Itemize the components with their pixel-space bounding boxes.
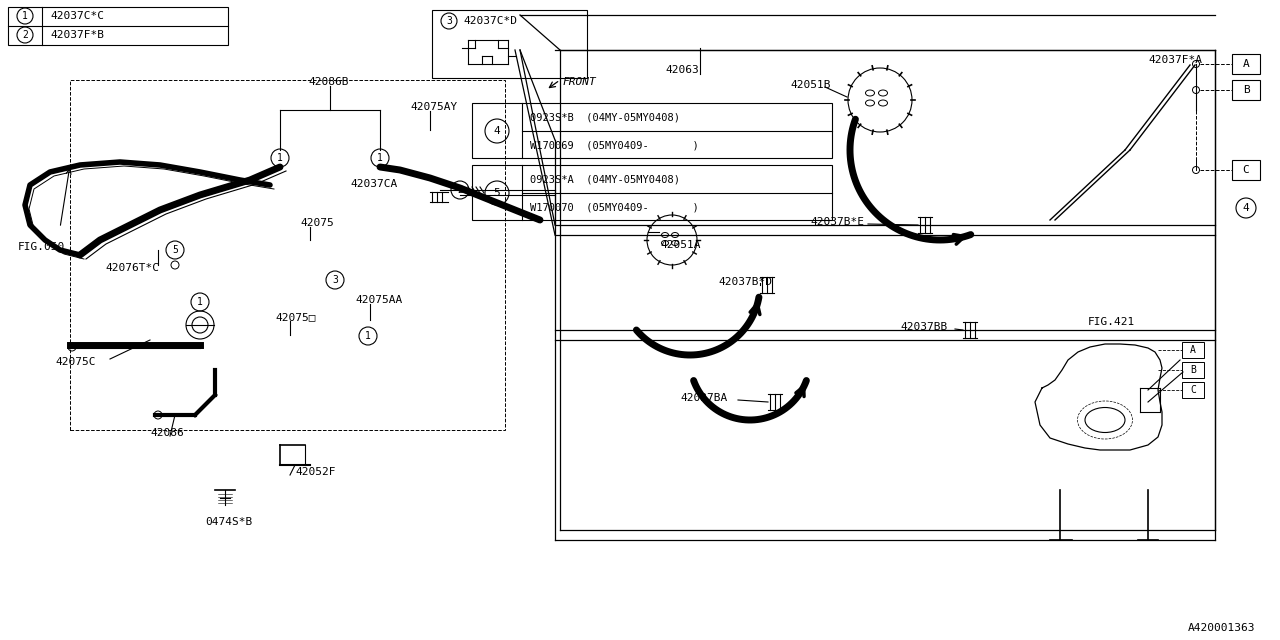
Text: 3: 3	[445, 16, 452, 26]
Text: 42037F*A: 42037F*A	[1148, 55, 1202, 65]
Text: 42037CA: 42037CA	[349, 179, 397, 189]
Text: A: A	[1190, 345, 1196, 355]
Bar	[472, 103, 832, 158]
Text: 42075C: 42075C	[55, 357, 96, 367]
Text: 42075AY: 42075AY	[410, 102, 457, 112]
Bar	[1181, 362, 1204, 378]
Text: 42037BA: 42037BA	[680, 393, 727, 403]
Text: 42075□: 42075□	[275, 312, 315, 322]
Text: 42051B: 42051B	[790, 80, 831, 90]
Text: 42086: 42086	[150, 428, 184, 438]
Bar	[1231, 54, 1260, 74]
Text: 42037C*C: 42037C*C	[50, 11, 104, 21]
Bar	[1231, 80, 1260, 100]
Text: 0923S*B  (04MY-05MY0408): 0923S*B (04MY-05MY0408)	[530, 112, 680, 122]
Text: 0474S*B: 0474S*B	[205, 517, 252, 527]
Text: W170070  (05MY0409-       ): W170070 (05MY0409- )	[530, 202, 699, 212]
Text: B: B	[1190, 365, 1196, 375]
Text: 5: 5	[494, 188, 500, 198]
Text: 1: 1	[22, 11, 28, 21]
Text: 42063: 42063	[666, 65, 699, 75]
Bar	[8, 7, 228, 45]
Text: 42037B*D: 42037B*D	[718, 277, 772, 287]
Text: 42086B: 42086B	[308, 77, 348, 87]
Text: 42051A: 42051A	[660, 240, 700, 250]
Text: 1: 1	[365, 331, 371, 341]
Text: 42037F*B: 42037F*B	[50, 30, 104, 40]
Text: FRONT: FRONT	[562, 77, 595, 87]
Text: 2: 2	[22, 30, 28, 40]
Bar	[472, 165, 832, 220]
Text: C: C	[1243, 165, 1249, 175]
Text: W170069  (05MY0409-       ): W170069 (05MY0409- )	[530, 140, 699, 150]
Text: 42076T*C: 42076T*C	[105, 263, 159, 273]
Text: 42037C*D: 42037C*D	[463, 16, 517, 26]
Text: 1: 1	[197, 297, 204, 307]
Text: 0923S*A  (04MY-05MY0408): 0923S*A (04MY-05MY0408)	[530, 174, 680, 184]
Bar	[433, 10, 588, 78]
Text: 42075: 42075	[300, 218, 334, 228]
Text: FIG.050: FIG.050	[18, 242, 65, 252]
Bar	[1181, 382, 1204, 398]
Text: 2: 2	[457, 185, 463, 195]
Text: 42075AA: 42075AA	[355, 295, 402, 305]
Text: 4: 4	[494, 126, 500, 136]
Bar	[1181, 342, 1204, 358]
Text: A: A	[1243, 59, 1249, 69]
Text: 42037BB: 42037BB	[900, 322, 947, 332]
Text: 1: 1	[378, 153, 383, 163]
Text: 42052F: 42052F	[294, 467, 335, 477]
Text: 1: 1	[276, 153, 283, 163]
Text: 4: 4	[1243, 203, 1249, 213]
Bar	[70, 80, 506, 430]
Text: C: C	[1190, 385, 1196, 395]
Text: A420001363: A420001363	[1188, 623, 1254, 633]
Text: B: B	[1243, 85, 1249, 95]
Text: 42037B*E: 42037B*E	[810, 217, 864, 227]
Text: 5: 5	[172, 245, 178, 255]
Text: FIG.421: FIG.421	[1088, 317, 1135, 327]
Bar	[1231, 160, 1260, 180]
Text: 3: 3	[332, 275, 338, 285]
